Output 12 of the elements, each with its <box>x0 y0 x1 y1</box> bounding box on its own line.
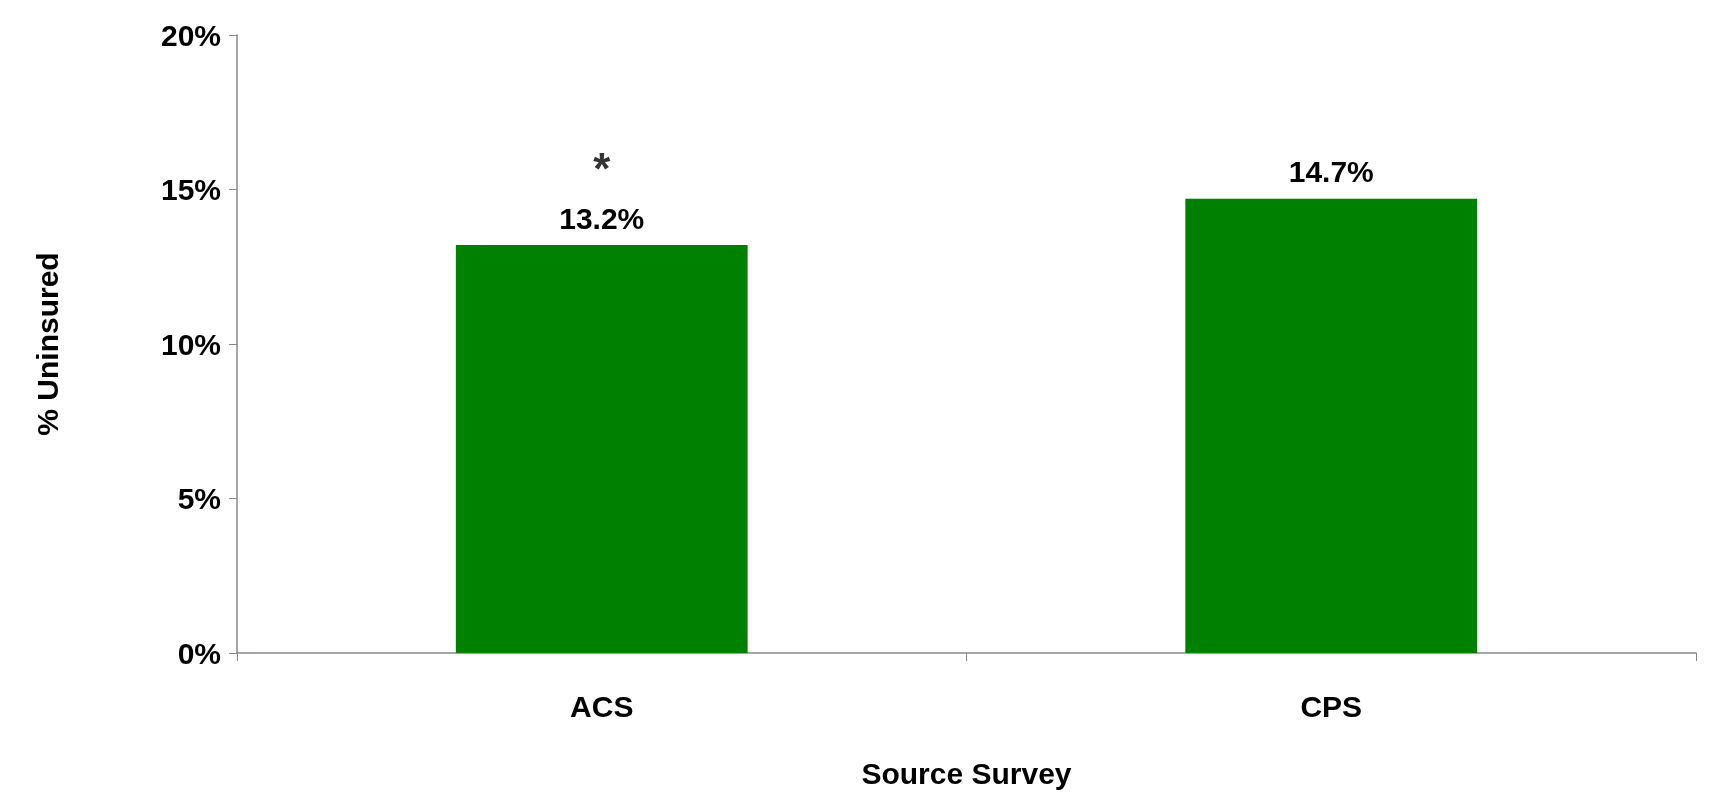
x-tick-label: CPS <box>1300 689 1363 723</box>
y-tick-label: 5% <box>177 482 221 515</box>
y-tick-label: 20% <box>160 18 221 52</box>
x-axis-title: Source Survey <box>861 756 1072 790</box>
y-axis-title: % Uninsured <box>30 252 64 436</box>
y-tick-label: 0% <box>177 636 221 670</box>
data-label: 14.7% <box>1288 155 1374 189</box>
y-tick-label: 10% <box>160 327 221 361</box>
x-tick-label: ACS <box>570 689 634 723</box>
annotation: * <box>593 143 612 193</box>
y-tick-label: 15% <box>160 173 221 206</box>
data-label: 13.2% <box>559 201 645 235</box>
